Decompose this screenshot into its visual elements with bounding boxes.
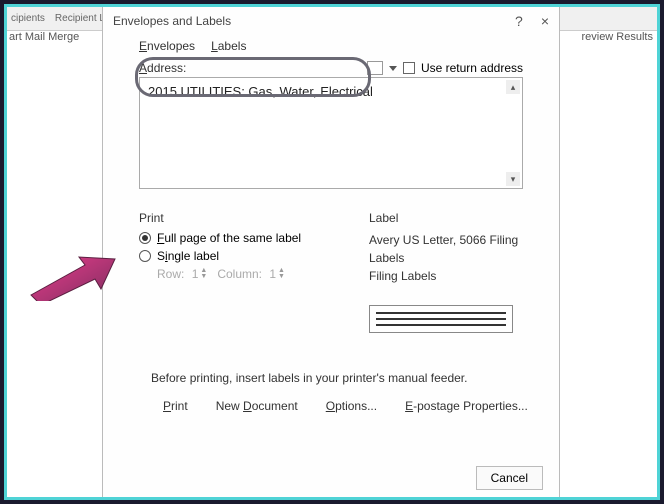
preview-line <box>376 324 506 326</box>
new-document-button[interactable]: New Document <box>216 399 298 413</box>
label-description-2: Filing Labels <box>369 267 523 285</box>
radio-single-label[interactable] <box>139 250 151 262</box>
use-return-label: Use return address <box>421 61 523 75</box>
dropdown-arrow-icon[interactable] <box>389 66 397 71</box>
label-description-1: Avery US Letter, 5066 Filing Labels <box>369 231 523 267</box>
address-textarea[interactable]: 2015 UTILITIES: Gas, Water, Electrical ▴… <box>139 77 523 189</box>
address-book-icon[interactable] <box>367 61 383 75</box>
close-icon[interactable]: × <box>541 13 549 29</box>
tab-envelopes[interactable]: Envelopes <box>139 39 195 53</box>
tab-labels[interactable]: Labels <box>211 39 246 53</box>
scroll-down-icon[interactable]: ▾ <box>506 172 520 186</box>
print-section-title: Print <box>139 211 329 225</box>
ribbon-group-label-right: review Results <box>581 31 653 43</box>
column-spinner: Column: 1 ▲▼ <box>217 267 285 281</box>
row-spinner: Row: 1 ▲▼ <box>157 267 207 281</box>
print-button[interactable]: Print <box>163 399 188 413</box>
col-spin-buttons[interactable]: ▲▼ <box>278 268 285 280</box>
dialog-title: Envelopes and Labels <box>113 14 231 28</box>
preview-line <box>376 318 506 320</box>
envelopes-labels-dialog: Envelopes and Labels ? × Envelopes Label… <box>102 7 560 497</box>
label-section-title: Label <box>369 211 523 225</box>
address-label: Address: <box>139 61 186 75</box>
feeder-message: Before printing, insert labels in your p… <box>151 371 559 385</box>
help-icon[interactable]: ? <box>515 13 523 29</box>
scroll-up-icon[interactable]: ▴ <box>506 80 520 94</box>
cancel-button[interactable]: Cancel <box>476 466 543 490</box>
address-text: 2015 UTILITIES: Gas, Water, Electrical <box>140 78 522 105</box>
radio-full-page[interactable] <box>139 232 151 244</box>
epostage-button[interactable]: E-postage Properties... <box>405 399 528 413</box>
use-return-checkbox[interactable] <box>403 62 415 74</box>
options-button[interactable]: Options... <box>326 399 377 413</box>
radio-full-page-label: Full page of the same label <box>157 231 301 245</box>
ribbon-group-label-left: art Mail Merge <box>9 31 79 43</box>
preview-line <box>376 312 506 314</box>
dialog-tabs: Envelopes Labels <box>103 33 559 61</box>
radio-single-label-text: Single label <box>157 249 219 263</box>
label-preview[interactable] <box>369 305 513 333</box>
ribbon-item: cipients <box>11 13 45 24</box>
row-spin-buttons[interactable]: ▲▼ <box>200 268 207 280</box>
